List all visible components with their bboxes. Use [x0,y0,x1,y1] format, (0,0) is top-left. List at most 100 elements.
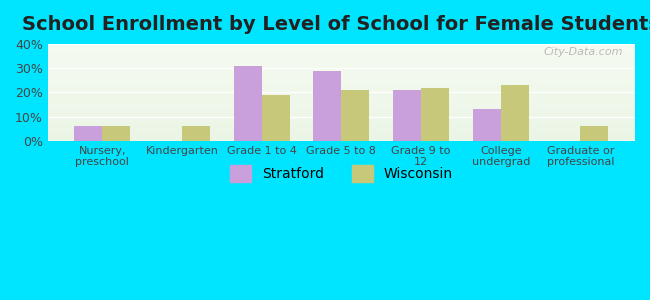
Bar [47,65,635,66]
Bar [47,114,635,115]
Bar [47,124,635,125]
Bar [47,108,635,109]
Bar [580,126,608,141]
Bar [47,79,635,80]
Bar [47,91,635,92]
Bar [341,90,369,141]
Bar [47,70,635,71]
Bar [313,70,341,141]
Bar [47,97,635,98]
Bar [75,126,102,141]
Bar [47,94,635,95]
Bar [47,78,635,79]
Bar [47,130,635,131]
Bar [47,44,635,45]
Bar [47,49,635,50]
Bar [47,71,635,72]
Bar [47,88,635,89]
Bar [47,110,635,111]
Bar [47,135,635,136]
Bar [47,68,635,69]
Bar [47,116,635,117]
Bar [47,64,635,65]
Bar [47,132,635,133]
Bar [47,48,635,49]
Bar [47,99,635,100]
Bar [47,104,635,105]
Bar [102,126,130,141]
Bar [421,88,449,141]
Legend: Stratford, Wisconsin: Stratford, Wisconsin [224,159,458,187]
Bar [182,126,210,141]
Bar [47,85,635,87]
Bar [47,89,635,91]
Bar [47,83,635,84]
Bar [47,111,635,112]
Bar [47,127,635,128]
Bar [262,95,289,141]
Bar [47,140,635,141]
Bar [47,102,635,103]
Bar [47,66,635,67]
Bar [47,96,635,97]
Bar [47,76,635,77]
Bar [47,52,635,54]
Bar [47,55,635,56]
Bar [47,118,635,119]
Bar [47,136,635,137]
Bar [47,117,635,118]
Bar [47,129,635,130]
Bar [47,126,635,127]
Bar [47,54,635,55]
Bar [47,85,635,86]
Bar [47,80,635,81]
Bar [47,100,635,101]
Bar [47,72,635,73]
Bar [47,107,635,108]
Bar [47,51,635,52]
Bar [47,115,635,116]
Bar [47,58,635,59]
Bar [47,81,635,82]
Bar [47,105,635,106]
Title: School Enrollment by Level of School for Female Students: School Enrollment by Level of School for… [23,15,650,34]
Bar [47,75,635,76]
Bar [47,63,635,64]
Bar [47,95,635,96]
Bar [47,121,635,122]
Bar [47,131,635,132]
Bar [47,101,635,102]
Bar [47,137,635,138]
Bar [473,110,501,141]
Bar [47,74,635,75]
Bar [47,59,635,60]
Bar [47,122,635,123]
Bar [47,98,635,99]
Bar [234,66,262,141]
Bar [47,120,635,121]
Bar [500,85,528,141]
Bar [47,67,635,68]
Bar [47,123,635,124]
Bar [47,46,635,47]
Bar [47,109,635,110]
Bar [47,82,635,83]
Bar [47,50,635,51]
Bar [47,103,635,104]
Bar [47,61,635,62]
Bar [47,93,635,94]
Bar [47,139,635,140]
Bar [47,138,635,139]
Bar [47,113,635,114]
Bar [47,45,635,46]
Bar [47,84,635,85]
Bar [47,112,635,113]
Bar [47,118,635,120]
Text: City-Data.com: City-Data.com [544,47,623,57]
Bar [47,128,635,129]
Bar [47,77,635,78]
Bar [47,134,635,135]
Bar [393,90,421,141]
Bar [47,73,635,74]
Bar [47,47,635,48]
